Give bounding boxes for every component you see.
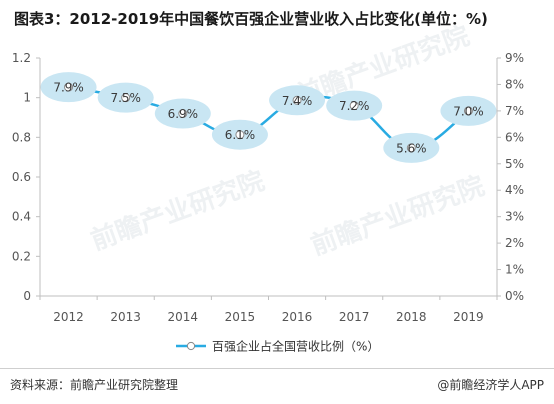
right-tick-label: 1% — [505, 263, 524, 277]
data-label: 7.4% — [282, 94, 313, 108]
right-tick-label: 5% — [505, 157, 524, 171]
watermark-text: 前瞻产业研究院 — [307, 170, 489, 261]
data-label: 7.5% — [110, 91, 141, 105]
data-point — [349, 101, 359, 111]
left-tick-label: 1.2 — [12, 51, 31, 65]
legend-marker — [186, 341, 196, 351]
left-tick-label: 0.4 — [12, 210, 31, 224]
data-label: 6.1% — [225, 128, 256, 142]
data-point — [121, 93, 131, 103]
axes: 0 0.2 0.4 0.6 0.8 1 1.2 0% 1% 2% 3% 4% 5% 6% 7% 8% 9% 201… — [12, 51, 524, 324]
x-tick-label: 2014 — [168, 310, 199, 324]
right-tick-label: 6% — [505, 130, 524, 144]
x-tick-label: 2016 — [282, 310, 313, 324]
legend-label: 百强企业占全国营收比例（%） — [212, 339, 379, 354]
left-tick-label: 0.6 — [12, 170, 31, 184]
chart-title: 图表3：2012-2019年中国餐饮百强企业营业收入占比变化(单位：%) — [14, 10, 488, 28]
x-tick-label: 2012 — [53, 310, 84, 324]
publisher-credit: @前瞻经济学人APP — [437, 378, 544, 392]
x-tick-label: 2015 — [225, 310, 256, 324]
data-label: 7.9% — [53, 81, 84, 95]
right-tick-label: 8% — [505, 77, 524, 91]
right-tick-label: 3% — [505, 210, 524, 224]
x-tick-label: 2017 — [339, 310, 370, 324]
data-label: 5.6% — [396, 141, 427, 155]
data-point — [292, 95, 302, 105]
right-tick-label: 0% — [505, 289, 524, 303]
x-tick-label: 2018 — [396, 310, 427, 324]
right-tick-label: 9% — [505, 51, 524, 65]
series-layer: 7.9% 7.5% 6.9% 6.1% 7.4% 7.2% 5.6% 7.0% — [40, 72, 497, 163]
data-label: 7.2% — [339, 99, 370, 113]
left-tick-label: 0.2 — [12, 249, 31, 263]
x-tick-label: 2019 — [453, 310, 484, 324]
data-point — [64, 82, 74, 92]
data-point — [235, 130, 245, 140]
left-tick-label: 1 — [23, 91, 31, 105]
x-tick-label: 2013 — [110, 310, 141, 324]
watermark-text: 前瞻产业研究院 — [87, 165, 269, 256]
left-tick-label: 0 — [23, 289, 31, 303]
left-tick-label: 0.8 — [12, 130, 31, 144]
data-point — [463, 106, 473, 116]
source-note: 资料来源：前瞻产业研究院整理 — [10, 378, 179, 392]
data-point — [178, 109, 188, 119]
right-tick-label: 2% — [505, 236, 524, 250]
right-tick-label: 4% — [505, 183, 524, 197]
data-label: 6.9% — [168, 107, 199, 121]
footer-divider — [0, 368, 554, 369]
data-point — [406, 143, 416, 153]
legend: 百强企业占全国营收比例（%） — [176, 339, 379, 354]
right-tick-label: 7% — [505, 104, 524, 118]
data-label: 7.0% — [453, 104, 484, 118]
